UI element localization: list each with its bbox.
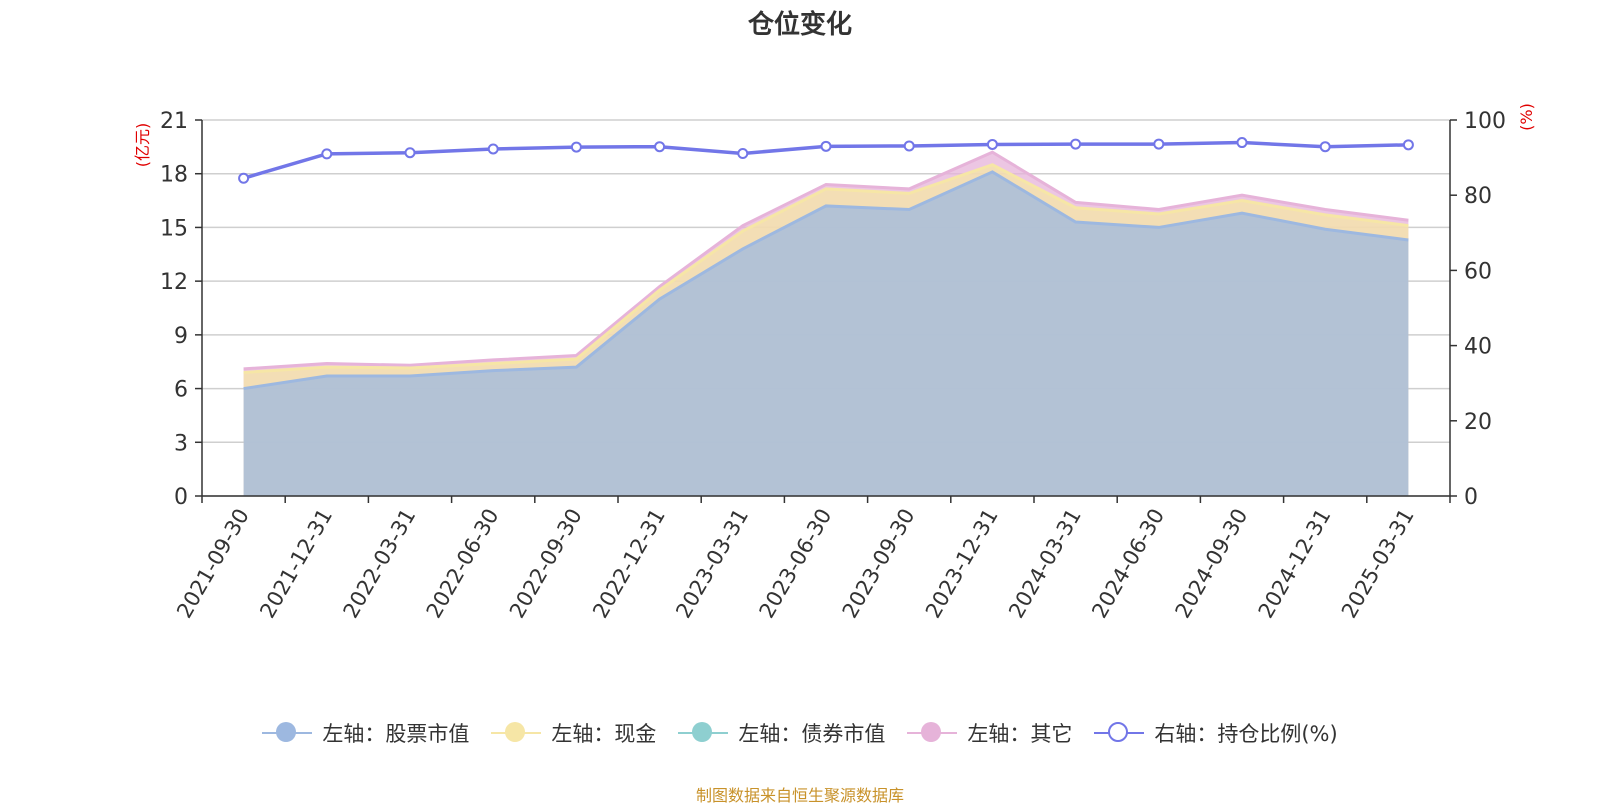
ratio-point bbox=[487, 143, 499, 155]
area-0 bbox=[243, 171, 1409, 496]
left-tick-label: 9 bbox=[174, 324, 188, 349]
legend-item[interactable]: 左轴：股票市值 bbox=[262, 718, 469, 748]
left-tick-label: 18 bbox=[160, 163, 188, 188]
x-tick-label: 2022-03-31 bbox=[339, 505, 421, 623]
legend-marker-icon bbox=[491, 721, 542, 745]
x-tick-label: 2023-06-30 bbox=[755, 505, 837, 623]
legend-label: 左轴：现金 bbox=[551, 722, 657, 746]
ratio-point bbox=[1153, 138, 1165, 150]
area-line-0 bbox=[243, 170, 1409, 391]
legend-marker-icon bbox=[1094, 721, 1145, 745]
left-tick-label: 12 bbox=[160, 270, 188, 295]
left-tick-label: 3 bbox=[174, 431, 188, 456]
x-tick-label: 2021-12-31 bbox=[255, 505, 337, 623]
x-tick-label: 2025-03-31 bbox=[1337, 505, 1419, 623]
x-tick-label: 2024-09-30 bbox=[1171, 505, 1253, 623]
legend-marker-icon bbox=[907, 721, 958, 745]
left-tick-label: 15 bbox=[160, 216, 188, 241]
right-tick-label: 100 bbox=[1464, 109, 1506, 134]
ratio-point bbox=[1319, 141, 1331, 153]
x-tick-label: 2023-12-31 bbox=[921, 505, 1003, 623]
right-tick-label: 80 bbox=[1464, 184, 1492, 209]
area-line-1 bbox=[243, 163, 1409, 374]
legend-item[interactable]: 左轴：债券市值 bbox=[678, 718, 885, 748]
x-tick-label: 2024-03-31 bbox=[1004, 505, 1086, 623]
ratio-point bbox=[820, 140, 832, 152]
ratio-point bbox=[1236, 137, 1248, 149]
ratio-point bbox=[238, 172, 250, 184]
x-tick-label: 2024-12-31 bbox=[1254, 505, 1336, 623]
x-tick-label: 2024-06-30 bbox=[1087, 505, 1169, 623]
legend-label: 左轴：股票市值 bbox=[322, 722, 470, 746]
ratio-point bbox=[986, 138, 998, 150]
legend-marker-icon bbox=[262, 721, 313, 745]
legend: 左轴：股票市值 左轴：现金 左轴：债券市值 左轴：其它 右轴：持仓比例(%) bbox=[0, 718, 1600, 748]
legend-item[interactable]: 左轴：现金 bbox=[491, 718, 656, 748]
x-tick-label: 2022-06-30 bbox=[422, 505, 504, 623]
left-tick-label: 6 bbox=[174, 378, 188, 403]
ratio-point bbox=[737, 147, 749, 159]
legend-item[interactable]: 右轴：持仓比例(%) bbox=[1094, 718, 1338, 748]
ratio-point bbox=[654, 141, 666, 153]
legend-marker-icon bbox=[678, 721, 729, 745]
area-line-3 bbox=[243, 150, 1409, 371]
ratio-point bbox=[321, 148, 333, 160]
left-tick-label: 21 bbox=[160, 109, 188, 134]
right-tick-label: 40 bbox=[1464, 335, 1492, 360]
x-tick-label: 2022-12-31 bbox=[588, 505, 670, 623]
ratio-point bbox=[570, 141, 582, 153]
left-tick-label: 0 bbox=[174, 485, 188, 510]
x-tick-label: 2022-09-30 bbox=[505, 505, 587, 623]
ratio-point bbox=[1070, 138, 1082, 150]
ratio-point bbox=[903, 140, 915, 152]
left-axis-label: (亿元) bbox=[133, 123, 152, 168]
x-tick-label: 2023-03-31 bbox=[671, 505, 753, 623]
right-axis-label: (%) bbox=[1517, 103, 1536, 131]
x-tick-label: 2023-09-30 bbox=[838, 504, 920, 622]
right-tick-label: 20 bbox=[1464, 410, 1492, 435]
right-tick-label: 0 bbox=[1464, 485, 1478, 510]
legend-label: 左轴：债券市值 bbox=[738, 722, 886, 746]
right-tick-label: 60 bbox=[1464, 259, 1492, 284]
legend-item[interactable]: 左轴：其它 bbox=[907, 718, 1072, 748]
x-tick-label: 2021-09-30 bbox=[172, 505, 254, 623]
legend-label: 左轴：其它 bbox=[967, 722, 1073, 746]
chart-title: 仓位变化 bbox=[747, 10, 852, 40]
ratio-point bbox=[1402, 139, 1414, 151]
source-note: 制图数据来自恒生聚源数据库 bbox=[695, 786, 904, 805]
ratio-point bbox=[404, 147, 416, 159]
legend-label: 右轴：持仓比例(%) bbox=[1154, 722, 1338, 746]
